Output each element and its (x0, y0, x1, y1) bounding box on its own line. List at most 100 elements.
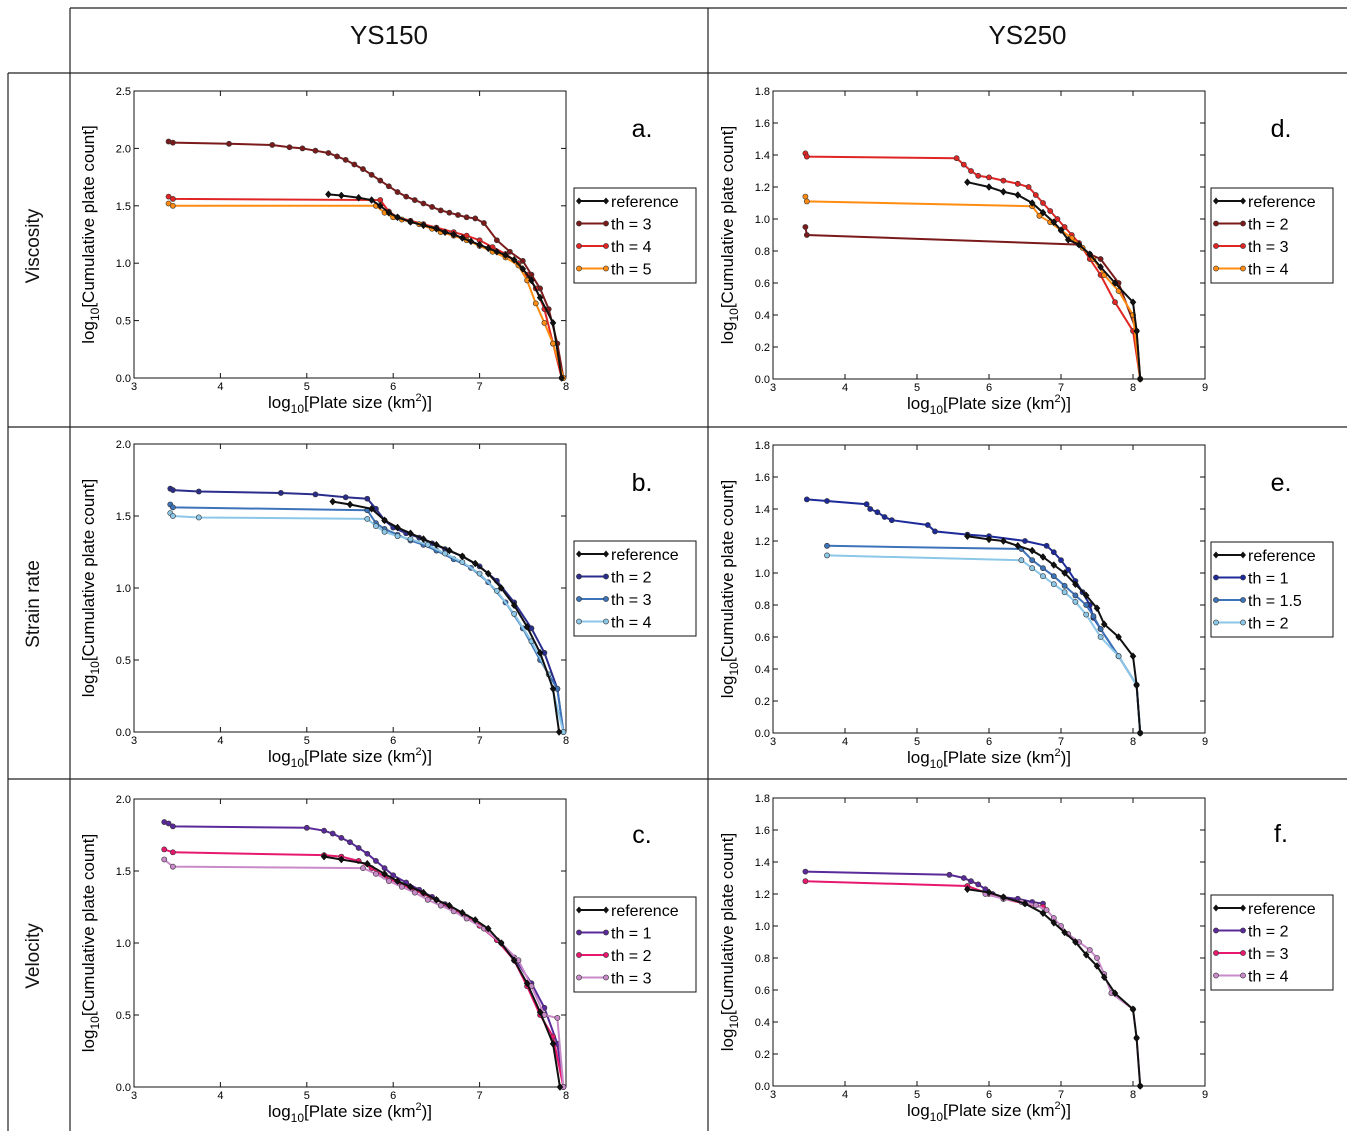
x-tick-label: 8 (563, 1090, 569, 1102)
x-tick-label: 8 (563, 735, 569, 747)
data-point (1040, 573, 1046, 580)
data-point (1014, 541, 1022, 550)
legend: reference th = 3 th = 4 th = 5 (573, 187, 697, 284)
y-axis-label: log10[Cumulative plate count] (718, 480, 741, 698)
legend-box (1210, 894, 1334, 991)
legend-box (1210, 187, 1334, 284)
column-header-ys150: YS150 (349, 20, 429, 50)
data-point (463, 214, 470, 221)
data-point (1072, 592, 1079, 599)
series-line (169, 487, 565, 733)
data-point (169, 196, 176, 202)
data-point (511, 611, 518, 617)
data-point (226, 140, 232, 147)
data-point (325, 150, 332, 156)
x-tick-label: 4 (217, 381, 223, 393)
x-tick-label: 7 (477, 1090, 483, 1102)
data-point (165, 820, 172, 827)
data-point (407, 882, 414, 891)
data-point (946, 871, 953, 878)
data-point (424, 896, 431, 903)
data-point (342, 156, 349, 163)
data-point (888, 517, 895, 524)
data-point (1000, 537, 1007, 545)
data-point (437, 902, 444, 909)
y-tick-label: 1.0 (116, 583, 131, 595)
data-point (1083, 602, 1090, 608)
legend-entry: th = 2 (1213, 217, 1289, 234)
legend-label: th = 3 (1248, 946, 1289, 963)
legend-marker (1213, 197, 1219, 205)
data-point (1112, 299, 1118, 306)
data-point (364, 495, 371, 502)
data-point (975, 881, 982, 888)
x-tick-label: 3 (131, 1090, 137, 1102)
series-th-4 (165, 193, 565, 381)
y-tick-label: 1.5 (116, 866, 131, 878)
y-tick-label: 0.2 (755, 1049, 770, 1061)
data-point (385, 208, 393, 217)
x-tick-label: 3 (770, 736, 776, 748)
legend-entry: th = 4 (576, 239, 652, 256)
data-point (523, 979, 531, 988)
data-point (824, 498, 830, 504)
legend-label: th = 3 (611, 217, 652, 234)
legend-marker (576, 573, 582, 580)
x-tick-label: 7 (1058, 382, 1064, 394)
data-point (381, 528, 388, 535)
y-tick-label: 1.8 (755, 440, 770, 452)
data-point (1136, 375, 1144, 383)
data-point (385, 183, 392, 190)
panel-label: c. (632, 821, 651, 849)
data-point (1094, 955, 1100, 961)
legend-entry: th = 1 (576, 926, 652, 943)
legend: reference th = 2 th = 3 th = 4 (1210, 187, 1334, 284)
data-point (803, 153, 810, 160)
data-point (484, 924, 492, 933)
data-point (394, 533, 401, 540)
data-point (1058, 557, 1064, 564)
data-point (312, 491, 319, 498)
data-point (329, 497, 337, 506)
data-point (329, 830, 336, 837)
legend-marker (603, 929, 609, 936)
series-th-4 (167, 510, 567, 735)
legend-entry: th = 2 (1213, 924, 1289, 941)
data-point (195, 514, 202, 521)
plot-frame (772, 797, 1206, 1087)
data-point (536, 648, 544, 657)
data-point (867, 506, 874, 512)
series-line (168, 195, 563, 379)
legend-entry: reference (576, 903, 679, 920)
legend-entry: reference (576, 547, 679, 564)
plot-frame (133, 90, 567, 379)
data-point (1064, 235, 1072, 244)
row-header-strain-rate: Strain rate (23, 560, 44, 648)
data-point (523, 622, 531, 631)
x-tick-label: 4 (842, 382, 848, 394)
legend-label: reference (611, 903, 679, 920)
chart-panel-d: 3 4 5 6 7 8 9 0.0 0.2 0.4 0.6 0.8 1.0 1.2 1.4 1.6 1.8 log… (718, 86, 1334, 417)
series-th-2 (161, 846, 567, 1090)
series-th-2 (167, 485, 567, 735)
data-point (1090, 613, 1097, 620)
data-point (446, 209, 453, 216)
data-point (1025, 184, 1032, 190)
data-point (802, 878, 809, 885)
legend-label: th = 2 (1248, 924, 1289, 941)
legend-marker (603, 618, 609, 625)
data-point (342, 494, 349, 501)
legend-marker (1240, 927, 1246, 934)
y-tick-label: 0.0 (116, 373, 131, 385)
legend-marker (1213, 972, 1219, 979)
data-point (1061, 582, 1068, 589)
data-point (169, 863, 176, 870)
data-point (398, 883, 405, 890)
legend-label: th = 2 (611, 570, 652, 587)
y-axis-label: log10[Cumulative plate count] (718, 833, 741, 1051)
data-point (1050, 581, 1057, 588)
legend-marker (576, 550, 582, 558)
data-point (1040, 565, 1046, 572)
data-point (802, 224, 809, 230)
data-point (964, 532, 971, 541)
